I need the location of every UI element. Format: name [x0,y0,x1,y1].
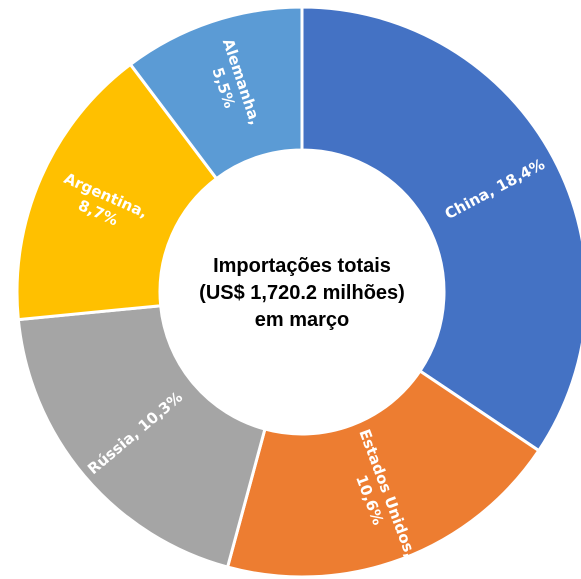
center-title: Importações totais [213,255,391,277]
donut-segment [225,368,541,579]
donut-segment [300,5,581,453]
center-title: (US$ 1,720.2 milhões) [199,282,405,304]
center-title: em março [255,309,350,331]
donut-segment [16,304,267,569]
donut-segment [15,62,219,322]
donut-segment [128,5,304,181]
